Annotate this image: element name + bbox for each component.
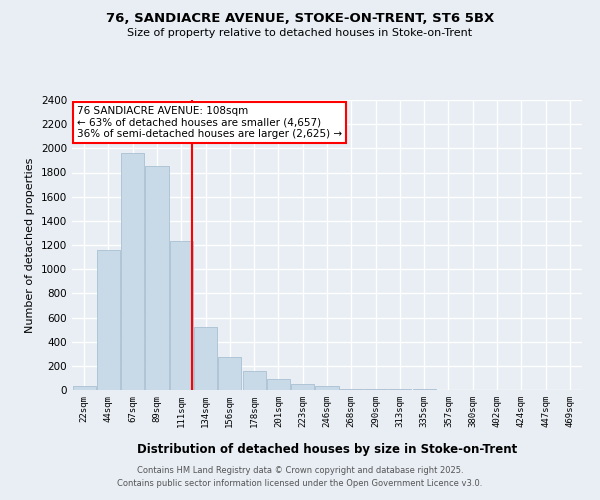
Text: Distribution of detached houses by size in Stoke-on-Trent: Distribution of detached houses by size … [137, 442, 517, 456]
Text: 76, SANDIACRE AVENUE, STOKE-ON-TRENT, ST6 5BX: 76, SANDIACRE AVENUE, STOKE-ON-TRENT, ST… [106, 12, 494, 26]
Bar [364, 389, 387, 390]
Bar [73, 386, 95, 390]
Bar [291, 384, 314, 390]
Bar [121, 153, 144, 390]
Text: Contains HM Land Registry data © Crown copyright and database right 2025.
Contai: Contains HM Land Registry data © Crown c… [118, 466, 482, 487]
Bar [242, 372, 266, 390]
Text: Size of property relative to detached houses in Stoke-on-Trent: Size of property relative to detached ho… [127, 28, 473, 38]
Bar [316, 386, 338, 390]
Text: 76 SANDIACRE AVENUE: 108sqm
← 63% of detached houses are smaller (4,657)
36% of : 76 SANDIACRE AVENUE: 108sqm ← 63% of det… [77, 106, 342, 139]
Y-axis label: Number of detached properties: Number of detached properties [25, 158, 35, 332]
Bar [267, 378, 290, 390]
Bar [194, 327, 217, 390]
Bar [170, 242, 193, 390]
Bar [145, 166, 169, 390]
Bar [340, 389, 363, 390]
Bar [97, 250, 120, 390]
Bar [218, 358, 241, 390]
